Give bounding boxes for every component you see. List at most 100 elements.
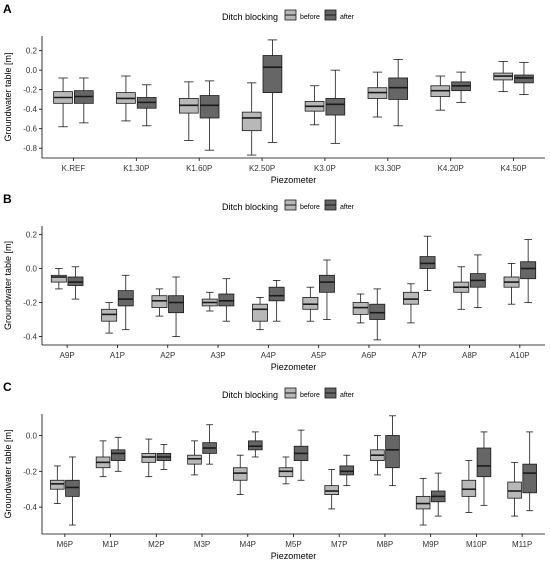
- box-iqr: [385, 435, 400, 469]
- box-before-a8p: [453, 266, 470, 310]
- box-iqr: [67, 276, 84, 286]
- x-tick-label: M4P: [240, 540, 256, 549]
- x-tick-label: K4.20P: [438, 164, 464, 173]
- panel-label: A: [3, 2, 12, 16]
- box-iqr: [268, 286, 285, 302]
- x-tick-label: M6P: [57, 540, 73, 549]
- box-iqr: [461, 479, 477, 497]
- y-tick-label: 0.0: [26, 431, 38, 440]
- box-after-a6p: [369, 288, 386, 341]
- box-after-m7p: [339, 454, 355, 487]
- box-after-k130p: [136, 84, 157, 127]
- x-tick-label: K3.30P: [375, 164, 401, 173]
- box-after-a8p: [469, 254, 486, 309]
- box-after-a4p: [268, 279, 285, 322]
- y-axis-label: Groundwater table [m]: [3, 52, 13, 141]
- box-iqr: [415, 495, 431, 510]
- panel-b: B Ditch blocking before after 0.2 0.0 -0.2 -0.4…: [3, 192, 545, 372]
- box-iqr: [232, 467, 248, 481]
- box-iqr: [101, 308, 118, 322]
- box-iqr: [388, 77, 409, 100]
- x-tick-label: A2P: [160, 351, 175, 360]
- box-before-m10p: [461, 460, 477, 513]
- legend-title: Ditch blocking: [222, 202, 278, 212]
- panel-a: A Ditch blocking before after 0.2 0.0 -0.2 -0.4…: [3, 2, 545, 185]
- box-after-m5p: [293, 429, 309, 481]
- box-before-m3p: [187, 440, 202, 476]
- x-tick-label: A1P: [110, 351, 125, 360]
- box-after-m10p: [476, 431, 492, 506]
- box-iqr: [218, 293, 235, 307]
- box-after-a2p: [168, 276, 184, 337]
- box-iqr: [514, 74, 534, 84]
- legend-label-after: after: [340, 204, 355, 211]
- x-tick-label: A7P: [412, 351, 427, 360]
- box-before-a6p: [352, 293, 369, 324]
- box-after-m2p: [156, 444, 172, 470]
- x-tick-label: M8P: [377, 540, 393, 549]
- y-tick-label: -0.2: [23, 86, 37, 95]
- panel-label: B: [3, 192, 12, 206]
- box-before-m1p: [95, 440, 111, 478]
- legend-label-after: after: [340, 14, 355, 21]
- y-tick-label: -0.4: [23, 333, 37, 342]
- x-tick-label: K4.50P: [500, 164, 526, 173]
- box-before-a7p: [403, 283, 419, 324]
- box-after-m4p: [248, 431, 263, 458]
- box-after-m1p: [110, 436, 126, 472]
- box-iqr: [324, 485, 339, 495]
- y-tick-label: 0.2: [26, 231, 38, 240]
- x-tick-label: M7P: [331, 540, 347, 549]
- box-after-k420p: [451, 71, 471, 103]
- box-before-m4p: [232, 454, 248, 495]
- x-tick-label: M2P: [148, 540, 164, 549]
- y-axis-label: Groundwater table [m]: [3, 241, 13, 330]
- x-tick-label: K2.50P: [249, 164, 275, 173]
- box-before-a5p: [302, 286, 319, 322]
- x-tick-label: M9P: [422, 540, 438, 549]
- box-iqr: [50, 479, 65, 490]
- box-after-k250p: [262, 39, 283, 143]
- box-iqr: [476, 447, 492, 478]
- box-after-m6p: [65, 456, 80, 526]
- panel-label: C: [3, 380, 12, 394]
- box-after-k160p: [199, 80, 220, 151]
- box-before-a10p: [503, 262, 520, 305]
- box-iqr: [369, 303, 386, 320]
- box-iqr: [419, 256, 436, 269]
- x-tick-label: M11P: [512, 540, 532, 549]
- box-iqr: [262, 55, 283, 94]
- box-after-k330p: [388, 59, 409, 127]
- x-tick-label: A9P: [60, 351, 75, 360]
- box-after-a1p: [117, 274, 134, 331]
- y-tick-label: -0.2: [23, 299, 37, 308]
- box-after-k30p: [325, 69, 346, 144]
- box-after-m3p: [202, 424, 217, 465]
- box-before-k450p: [493, 60, 514, 93]
- box-after-k450p: [514, 61, 534, 95]
- y-tick-label: -0.4: [23, 105, 37, 114]
- y-tick-label: 0.2: [26, 47, 38, 56]
- legend-label-after: after: [340, 392, 355, 399]
- box-iqr: [117, 290, 134, 307]
- box-after-a5p: [319, 259, 335, 320]
- x-tick-label: A10P: [510, 351, 530, 360]
- box-iqr: [151, 295, 168, 309]
- legend-title: Ditch blocking: [222, 12, 278, 22]
- y-tick-label: -0.2: [23, 467, 37, 476]
- box-iqr: [50, 274, 67, 283]
- box-iqr: [199, 95, 220, 119]
- box-after-a9p: [67, 266, 84, 300]
- legend-label-before: before: [300, 204, 320, 211]
- box-before-a4p: [252, 296, 268, 331]
- box-iqr: [110, 449, 126, 461]
- y-axis-label: Groundwater table [m]: [3, 429, 13, 518]
- box-iqr: [522, 463, 537, 494]
- x-tick-label: A6P: [361, 351, 376, 360]
- box-iqr: [241, 111, 262, 132]
- box-before-m6p: [50, 465, 65, 504]
- y-tick-label: -0.4: [23, 503, 37, 512]
- y-tick-label: -0.6: [23, 125, 37, 134]
- box-iqr: [65, 479, 80, 497]
